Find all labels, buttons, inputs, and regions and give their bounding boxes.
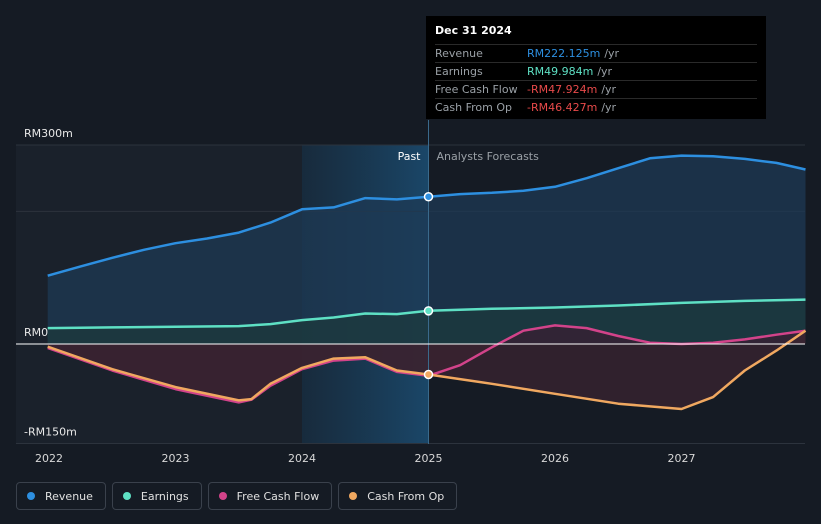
y-axis-label: RM0: [24, 326, 48, 339]
legend-label: Earnings: [140, 489, 189, 503]
cash-from-op-dot-icon: [349, 492, 358, 500]
legend-item-cash-from-op[interactable]: Cash From Op: [338, 482, 458, 510]
tooltip-unit: /yr: [601, 83, 617, 96]
free-cash-flow-dot-icon: [218, 492, 227, 500]
tooltip-row-free-cash-flow: Free Cash Flow -RM47.924m /yr: [435, 80, 757, 98]
earnings-dot-icon: [122, 492, 131, 500]
tooltip-row-cash-from-op: Cash From Op -RM46.427m /yr: [435, 98, 757, 116]
y-axis-label: RM300m: [24, 127, 73, 140]
legend-item-earnings[interactable]: Earnings: [111, 482, 202, 510]
legend-label: Cash From Op: [367, 489, 445, 503]
tooltip-row-revenue: Revenue RM222.125m /yr: [435, 44, 757, 62]
x-tick-label: 2022: [35, 452, 63, 465]
earnings-marker: [423, 306, 434, 316]
revenue-area: [47, 155, 806, 344]
x-tick-label: 2024: [288, 452, 316, 465]
data-tooltip: Dec 31 2024 Revenue RM222.125m /yr Earni…: [426, 16, 766, 119]
earnings-line: [47, 298, 806, 330]
legend-item-free-cash-flow[interactable]: Free Cash Flow: [207, 482, 333, 510]
legend-item-revenue[interactable]: Revenue: [16, 482, 106, 510]
tooltip-unit: /yr: [604, 47, 620, 60]
tooltip-date: Dec 31 2024: [435, 24, 512, 37]
x-tick-label: 2023: [162, 452, 190, 465]
y-axis-label: -RM150m: [24, 426, 77, 439]
tooltip-label: Earnings: [435, 65, 483, 78]
x-tick-label: 2025: [415, 452, 443, 465]
legend-label: Revenue: [45, 489, 93, 503]
tooltip-value: -RM47.924m: [527, 83, 598, 96]
tooltip-value: RM222.125m: [527, 47, 601, 60]
earnings-area: [47, 299, 806, 344]
tooltip-value: RM49.984m: [527, 65, 594, 78]
tooltip-row-earnings: Earnings RM49.984m /yr: [435, 62, 757, 80]
cash-from-op-marker: [423, 369, 434, 380]
x-tick-label: 2027: [668, 452, 696, 465]
tooltip-label: Free Cash Flow: [435, 83, 518, 96]
tooltip-value: -RM46.427m: [527, 101, 598, 114]
revenue-dot-icon: [27, 492, 35, 500]
tooltip-label: Cash From Op: [435, 101, 513, 114]
cash-from-op-area: [47, 330, 806, 409]
revenue-marker: [423, 191, 434, 202]
tooltip-label: Revenue: [435, 47, 483, 60]
tooltip-unit: /yr: [601, 101, 617, 114]
forecast-label: Analysts Forecasts: [437, 150, 540, 163]
legend: Revenue Earnings Free Cash Flow Cash Fro…: [16, 482, 458, 510]
past-label: Past: [398, 150, 422, 163]
tooltip-unit: /yr: [597, 65, 613, 78]
x-tick-label: 2026: [541, 452, 569, 465]
legend-label: Free Cash Flow: [236, 489, 320, 503]
cash-from-op-line: [47, 329, 807, 411]
